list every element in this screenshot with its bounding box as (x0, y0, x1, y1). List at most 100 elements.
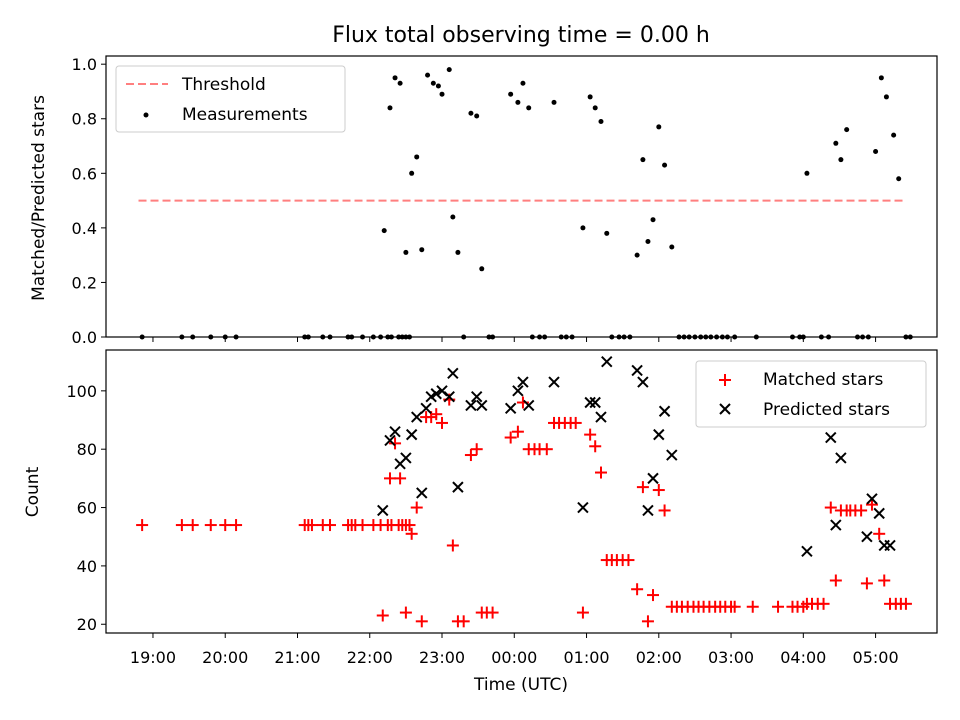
matched-star-marker (410, 501, 423, 514)
matched-star-marker (175, 519, 188, 532)
predicted-star-marker (830, 519, 842, 531)
predicted-star-marker (835, 452, 847, 464)
predicted-marker-b (452, 481, 464, 493)
predicted-star-marker (504, 402, 517, 415)
measurement-point (455, 249, 461, 255)
measurement-point (551, 99, 557, 105)
x-tick-label: 02:00 (636, 648, 682, 667)
matched-star-marker (376, 609, 389, 622)
measurement-point (844, 127, 850, 133)
predicted-star-marker (647, 472, 659, 485)
measurement-point (479, 266, 485, 272)
predicted-star-marker (447, 367, 459, 380)
top-y-tick-label: 0.4 (72, 219, 97, 238)
matched-star-marker (899, 597, 912, 610)
matched-star-marker (356, 519, 369, 532)
predicted-marker-b (523, 399, 535, 412)
predicted-marker-b (377, 504, 389, 517)
predicted-marker-b (866, 493, 878, 505)
predicted-star-marker (866, 493, 878, 505)
predicted-star-marker (443, 390, 455, 403)
x-tick-label: 05:00 (853, 648, 899, 667)
predicted-marker-b (601, 355, 613, 368)
predicted-marker-b (825, 431, 837, 444)
top-plot-frame (105, 55, 938, 338)
predicted-star-marker (420, 402, 432, 415)
predicted-marker-b (411, 411, 423, 423)
x-axis-label: Time (UTC) (473, 675, 568, 695)
matched-star-marker (540, 443, 553, 456)
measurement-point (435, 83, 441, 89)
predicted-marker-b (647, 472, 659, 485)
matched-star-marker (405, 527, 418, 540)
x-tick-label: 19:00 (130, 648, 176, 667)
predicted-marker-b (384, 434, 396, 447)
measurement-point (587, 94, 593, 100)
predicted-marker-b (584, 396, 596, 409)
measurement-point (662, 162, 668, 168)
measurement-point (634, 252, 640, 258)
matched-star-marker (436, 416, 449, 429)
measurement-point (381, 228, 387, 234)
predicted-star-marker (595, 411, 607, 423)
measurement-point (392, 75, 398, 81)
predicted-star-marker (416, 487, 428, 499)
matched-star-marker (589, 440, 602, 453)
measurement-point (833, 140, 839, 146)
predicted-star-marker (465, 399, 477, 412)
measurement-point (640, 157, 646, 163)
predicted-star-marker (873, 507, 885, 520)
x-tick-label: 03:00 (708, 648, 754, 667)
top-legend-frame (115, 65, 346, 133)
matched-star-marker (728, 600, 741, 613)
predicted-marker-b (517, 376, 529, 388)
matched-star-marker (829, 574, 842, 587)
matched-star-marker (873, 527, 886, 540)
measurement-point (645, 239, 651, 245)
predicted-marker-b (653, 428, 665, 441)
measurement-point (450, 214, 456, 220)
predicted-marker-b (873, 507, 885, 520)
measurement-point (446, 67, 452, 73)
bottom-legend-frame (695, 360, 927, 428)
measurement-point (669, 244, 675, 250)
measurement-point (515, 99, 521, 105)
matched-star-marker (652, 484, 665, 497)
top-plot-area: 0.0 0.2 0.4 0.6 0.8 1.0 (72, 55, 938, 347)
matched-star-marker (576, 606, 589, 619)
measurement-point (419, 247, 425, 253)
bottom-y-tick-label: 20 (77, 615, 97, 634)
measurement-point (397, 80, 403, 86)
predicted-star-marker (653, 428, 665, 441)
measurement-point (403, 249, 409, 255)
matched-star-marker (394, 472, 407, 485)
bottom-plot-area: 20 40 60 80 100 19:00 20:00 21:00 22:00 23:00 00:0… (66, 349, 938, 667)
measurement-point (873, 148, 879, 154)
predicted-marker-b (577, 501, 589, 514)
x-tick-label: 01:00 (563, 648, 609, 667)
matched-star-marker (641, 615, 654, 628)
predicted-marker-b (447, 367, 459, 380)
matched-star-marker (860, 577, 873, 590)
matched-star-marker (622, 554, 635, 567)
matched-star-marker (230, 519, 243, 532)
predicted-marker-b (512, 385, 524, 397)
bottom-y-tick-label: 80 (77, 440, 97, 459)
matched-star-marker (470, 443, 483, 456)
matched-legend-swatch (719, 374, 731, 386)
matched-star-marker (403, 519, 416, 532)
predicted-marker-b (400, 452, 412, 464)
predicted-marker-b (465, 399, 477, 412)
predicted-marker-b (631, 364, 643, 377)
measurement-point (656, 124, 662, 130)
measurement-point (883, 94, 889, 100)
matched-star-marker (865, 498, 878, 511)
measurement-point (414, 154, 420, 160)
matched-star-marker (383, 472, 396, 485)
matched-legend-label: Matched stars (763, 370, 883, 390)
measurement-point (650, 217, 656, 223)
measurement-point (425, 72, 431, 78)
predicted-star-marker (377, 504, 389, 517)
matched-star-marker (136, 519, 149, 532)
